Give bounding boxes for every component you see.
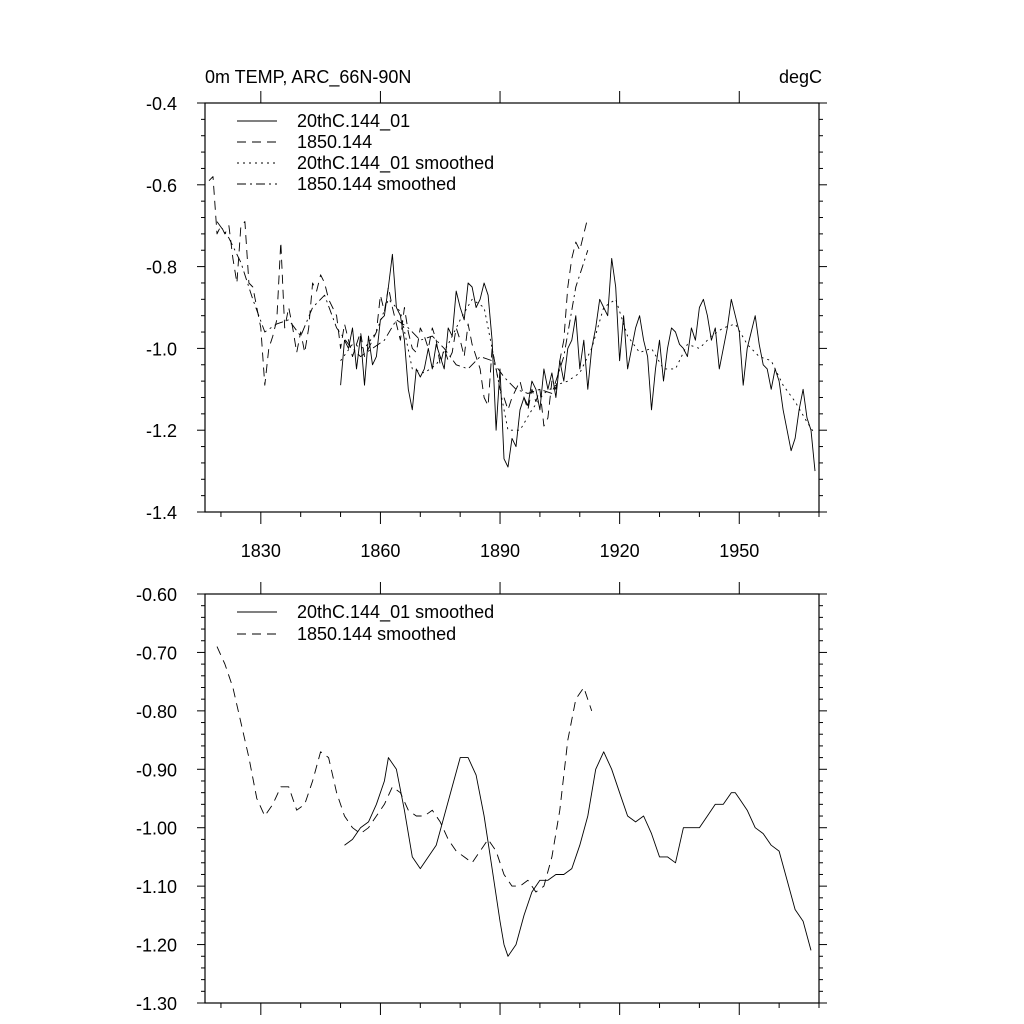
legend-label: 20thC.144_01 smoothed	[297, 153, 494, 174]
bottom-chart-panel: -0.60 -0.70 -0.80 -0.90 -1.00 -1.10 -1.20 -1.30…	[136, 582, 827, 1015]
y-tick-label: -1.4	[146, 503, 177, 523]
y-tick-label: -1.2	[146, 421, 177, 441]
bottom-axes: -0.60 -0.70 -0.80 -0.90 -1.00 -1.10 -1.20 -1.30	[136, 582, 827, 1015]
y-tick-label: -1.00	[136, 819, 177, 839]
bottom-plot-frame	[204, 593, 820, 1004]
y-tick-label: -1.30	[136, 994, 177, 1014]
y-tick-label: -1.0	[146, 339, 177, 359]
x-tick-label: 1920	[600, 541, 640, 561]
series-line-1850-144-smoothed	[216, 646, 593, 893]
top-chart-panel: 0m TEMP, ARC_66N-90N degC -0.4 -0.6 -0.8 -1…	[146, 67, 827, 561]
legend-label: 1850.144	[297, 132, 372, 152]
series-line-1850-144-smoothed	[216, 221, 589, 394]
x-tick-label: 1830	[241, 541, 281, 561]
series-line-1850-144	[208, 176, 589, 427]
series-line-20thc-144-01-smoothed	[340, 298, 816, 435]
y-tick-label: -0.4	[146, 94, 177, 114]
series-line-20thc-144-01	[340, 253, 816, 472]
x-tick-label: 1890	[480, 541, 520, 561]
y-tick-label: -1.10	[136, 877, 177, 897]
y-tick-label: -0.6	[146, 176, 177, 196]
y-tick-label: -0.90	[136, 760, 177, 780]
bottom-series-group	[216, 646, 812, 957]
legend-label: 20thC.144_01	[297, 111, 410, 132]
y-tick-label: -0.8	[146, 258, 177, 278]
top-axes: -0.4 -0.6 -0.8 -1.0 -1.2 -1.4 1830 1860 1890 1920…	[146, 91, 827, 561]
legend-label: 1850.144 smoothed	[297, 174, 456, 194]
x-tick-label: 1950	[719, 541, 759, 561]
series-line-20thc-144-01-smoothed	[344, 751, 812, 957]
y-tick-label: -0.80	[136, 702, 177, 722]
x-tick-label: 1860	[360, 541, 400, 561]
y-tick-label: -0.60	[136, 585, 177, 605]
y-tick-label: -1.20	[136, 936, 177, 956]
top-plot-frame	[204, 102, 820, 513]
chart-title: 0m TEMP, ARC_66N-90N	[205, 67, 411, 88]
y-tick-label: -0.70	[136, 643, 177, 663]
top-series-group	[208, 176, 816, 472]
legend-label: 20thC.144_01 smoothed	[297, 602, 494, 623]
units-label: degC	[779, 67, 822, 87]
legend-label: 1850.144 smoothed	[297, 624, 456, 644]
